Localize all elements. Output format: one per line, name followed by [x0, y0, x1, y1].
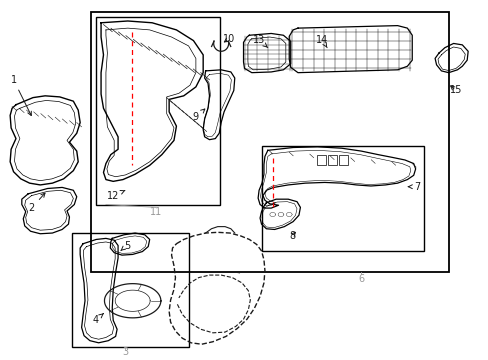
- Text: 3: 3: [122, 347, 128, 357]
- Text: 11: 11: [150, 207, 162, 217]
- Text: 14: 14: [316, 35, 328, 48]
- Text: 10: 10: [223, 34, 235, 44]
- Text: 4: 4: [92, 314, 103, 325]
- Bar: [96, 17, 220, 204]
- Text: 1: 1: [10, 75, 31, 116]
- Bar: [317, 156, 325, 165]
- Text: 6: 6: [357, 274, 364, 284]
- Text: 7: 7: [407, 182, 419, 192]
- Text: 13: 13: [252, 35, 267, 48]
- Text: 15: 15: [449, 85, 461, 95]
- Bar: [91, 12, 448, 272]
- Text: 9: 9: [192, 109, 204, 122]
- Text: 5: 5: [121, 240, 130, 251]
- Bar: [327, 156, 336, 165]
- Text: 12: 12: [107, 190, 124, 201]
- Bar: [338, 156, 347, 165]
- Bar: [261, 146, 424, 251]
- Text: 2: 2: [28, 193, 45, 213]
- Bar: [72, 233, 188, 347]
- Text: 8: 8: [288, 231, 295, 241]
